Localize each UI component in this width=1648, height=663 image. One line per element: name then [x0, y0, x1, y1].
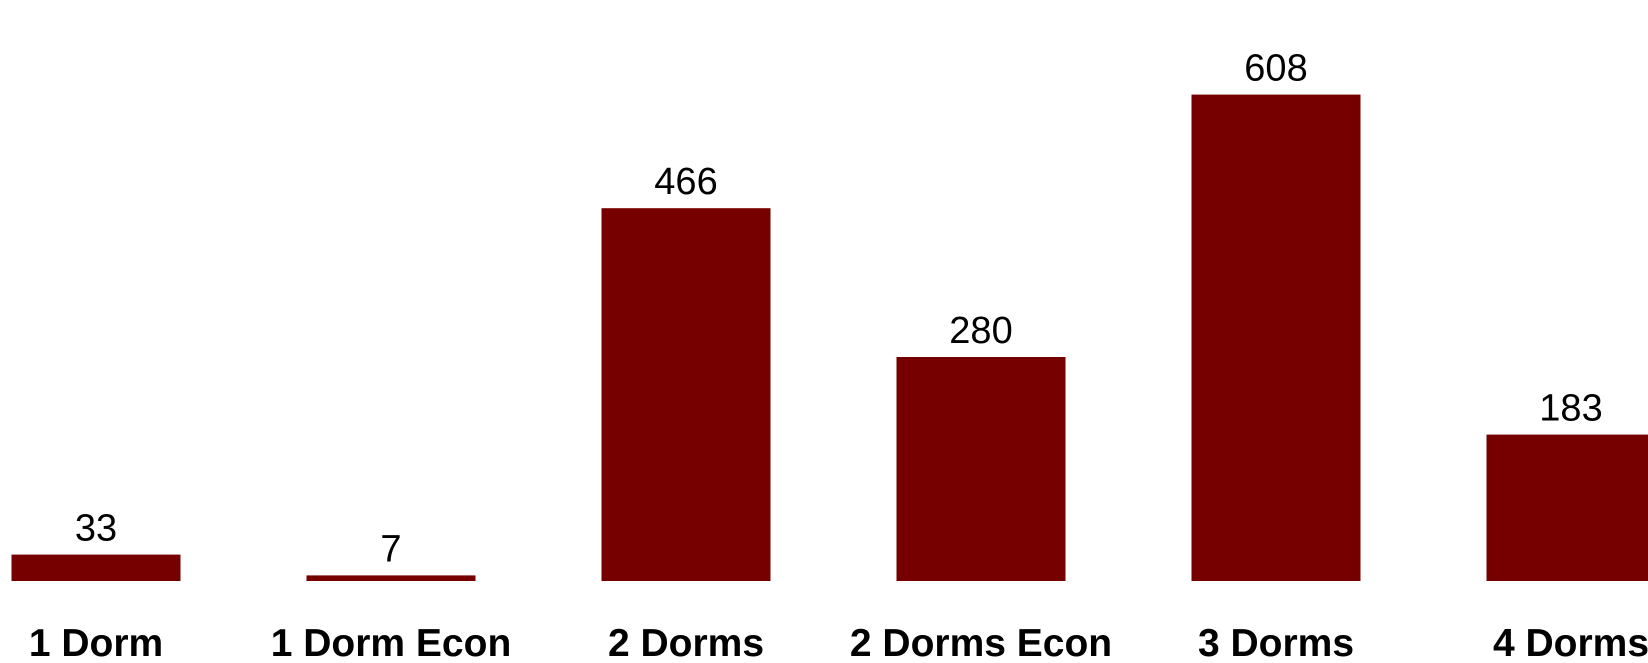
bars-group [11, 94, 1648, 581]
bar-2-dorms [601, 208, 771, 581]
value-label-4-dorms: 183 [1539, 388, 1602, 430]
bar-4-dorms [1486, 434, 1648, 581]
value-labels-group: 33 7 466 280 608 183 [75, 48, 1603, 571]
bar-3-dorms [1191, 94, 1361, 581]
bar-2-dorms-econ [896, 357, 1066, 581]
bar-1-dorm-econ [306, 575, 476, 581]
category-label-2-dorms: 2 Dorms [608, 622, 764, 663]
value-label-1-dorm-econ: 7 [380, 528, 401, 570]
value-label-2-dorms: 466 [654, 161, 717, 203]
category-label-1-dorm-econ: 1 Dorm Econ [271, 622, 512, 663]
value-label-2-dorms-econ: 280 [949, 310, 1012, 352]
category-label-4-dorms: 4 Dorms [1493, 622, 1648, 663]
category-label-1-dorm: 1 Dorm [29, 622, 163, 663]
value-label-3-dorms: 608 [1244, 48, 1307, 90]
category-label-3-dorms: 3 Dorms [1198, 622, 1354, 663]
category-labels-group: 1 Dorm 1 Dorm Econ 2 Dorms 2 Dorms Econ 3 Do… [29, 622, 1648, 663]
bar-1-dorm [11, 554, 181, 581]
category-label-2-dorms-econ: 2 Dorms Econ [850, 622, 1112, 663]
value-label-1-dorm: 33 [75, 508, 117, 550]
